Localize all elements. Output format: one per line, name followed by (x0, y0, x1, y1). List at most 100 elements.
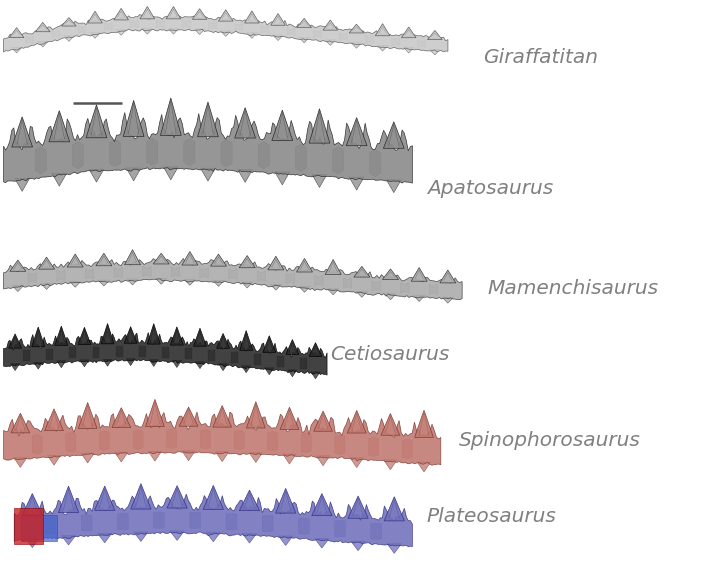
Polygon shape (264, 368, 274, 375)
Polygon shape (279, 536, 293, 545)
Polygon shape (400, 283, 409, 293)
Polygon shape (52, 30, 60, 38)
Polygon shape (247, 401, 265, 428)
Polygon shape (415, 410, 434, 437)
Polygon shape (61, 536, 76, 545)
Polygon shape (208, 350, 215, 361)
Polygon shape (139, 346, 146, 357)
Polygon shape (301, 433, 311, 453)
Polygon shape (210, 254, 227, 266)
Polygon shape (117, 513, 128, 530)
Polygon shape (311, 493, 332, 516)
Polygon shape (154, 512, 164, 528)
Polygon shape (375, 23, 390, 36)
Text: Cetiosaurus: Cetiosaurus (331, 344, 450, 364)
Polygon shape (182, 451, 196, 461)
Polygon shape (200, 268, 208, 278)
Polygon shape (387, 544, 402, 553)
Polygon shape (167, 485, 187, 508)
Polygon shape (85, 268, 94, 279)
Polygon shape (142, 29, 153, 34)
Text: Plateosaurus: Plateosaurus (427, 507, 557, 526)
Polygon shape (171, 267, 180, 277)
Polygon shape (14, 457, 27, 468)
Polygon shape (23, 350, 30, 361)
Polygon shape (283, 454, 296, 464)
Polygon shape (124, 327, 137, 343)
Polygon shape (156, 278, 167, 284)
Polygon shape (286, 340, 299, 355)
Polygon shape (240, 490, 260, 510)
Polygon shape (32, 327, 45, 347)
Polygon shape (311, 372, 320, 379)
Polygon shape (4, 112, 412, 183)
Text: Giraffatitan: Giraffatitan (483, 47, 599, 67)
Polygon shape (262, 515, 273, 532)
Polygon shape (257, 271, 266, 282)
Polygon shape (15, 178, 30, 191)
Polygon shape (209, 22, 217, 29)
Polygon shape (349, 24, 364, 33)
Polygon shape (166, 6, 181, 19)
Polygon shape (249, 453, 262, 463)
Polygon shape (148, 451, 161, 461)
Polygon shape (231, 352, 238, 363)
Polygon shape (193, 328, 206, 346)
Polygon shape (309, 108, 330, 143)
Polygon shape (87, 11, 102, 23)
Polygon shape (242, 282, 253, 288)
Polygon shape (273, 35, 283, 41)
Polygon shape (123, 100, 144, 136)
Polygon shape (86, 105, 107, 138)
Polygon shape (351, 541, 365, 550)
Polygon shape (194, 29, 205, 35)
Polygon shape (402, 439, 412, 459)
Polygon shape (96, 253, 112, 266)
Polygon shape (143, 267, 151, 277)
Polygon shape (378, 46, 387, 51)
Polygon shape (242, 366, 251, 373)
Polygon shape (301, 358, 307, 369)
Polygon shape (66, 432, 76, 452)
Polygon shape (323, 20, 338, 30)
Polygon shape (220, 31, 231, 37)
Polygon shape (245, 11, 260, 23)
Polygon shape (101, 324, 114, 344)
Polygon shape (127, 279, 138, 285)
Polygon shape (36, 22, 50, 32)
Polygon shape (130, 20, 138, 28)
Polygon shape (343, 278, 352, 288)
Polygon shape (261, 26, 269, 33)
Polygon shape (38, 42, 48, 47)
Polygon shape (349, 177, 364, 190)
Polygon shape (78, 403, 97, 428)
Polygon shape (325, 259, 341, 275)
Polygon shape (57, 361, 66, 368)
Polygon shape (161, 98, 181, 135)
Polygon shape (100, 431, 109, 451)
Polygon shape (201, 168, 215, 181)
Polygon shape (217, 333, 230, 348)
Polygon shape (356, 291, 368, 297)
Polygon shape (198, 102, 218, 137)
Polygon shape (70, 347, 76, 358)
Polygon shape (247, 33, 257, 38)
Polygon shape (258, 142, 269, 169)
Polygon shape (140, 6, 155, 19)
Polygon shape (192, 9, 207, 19)
Text: Apatosaurus: Apatosaurus (427, 179, 553, 198)
Polygon shape (213, 405, 232, 427)
Polygon shape (64, 36, 74, 41)
Polygon shape (78, 26, 86, 34)
Polygon shape (328, 289, 339, 295)
Polygon shape (98, 280, 109, 286)
Polygon shape (315, 538, 329, 548)
Polygon shape (172, 360, 181, 368)
Polygon shape (402, 27, 416, 38)
Polygon shape (33, 362, 43, 369)
Polygon shape (153, 254, 169, 264)
Polygon shape (185, 348, 192, 359)
Polygon shape (309, 343, 322, 356)
Polygon shape (184, 279, 196, 286)
Polygon shape (429, 49, 440, 55)
